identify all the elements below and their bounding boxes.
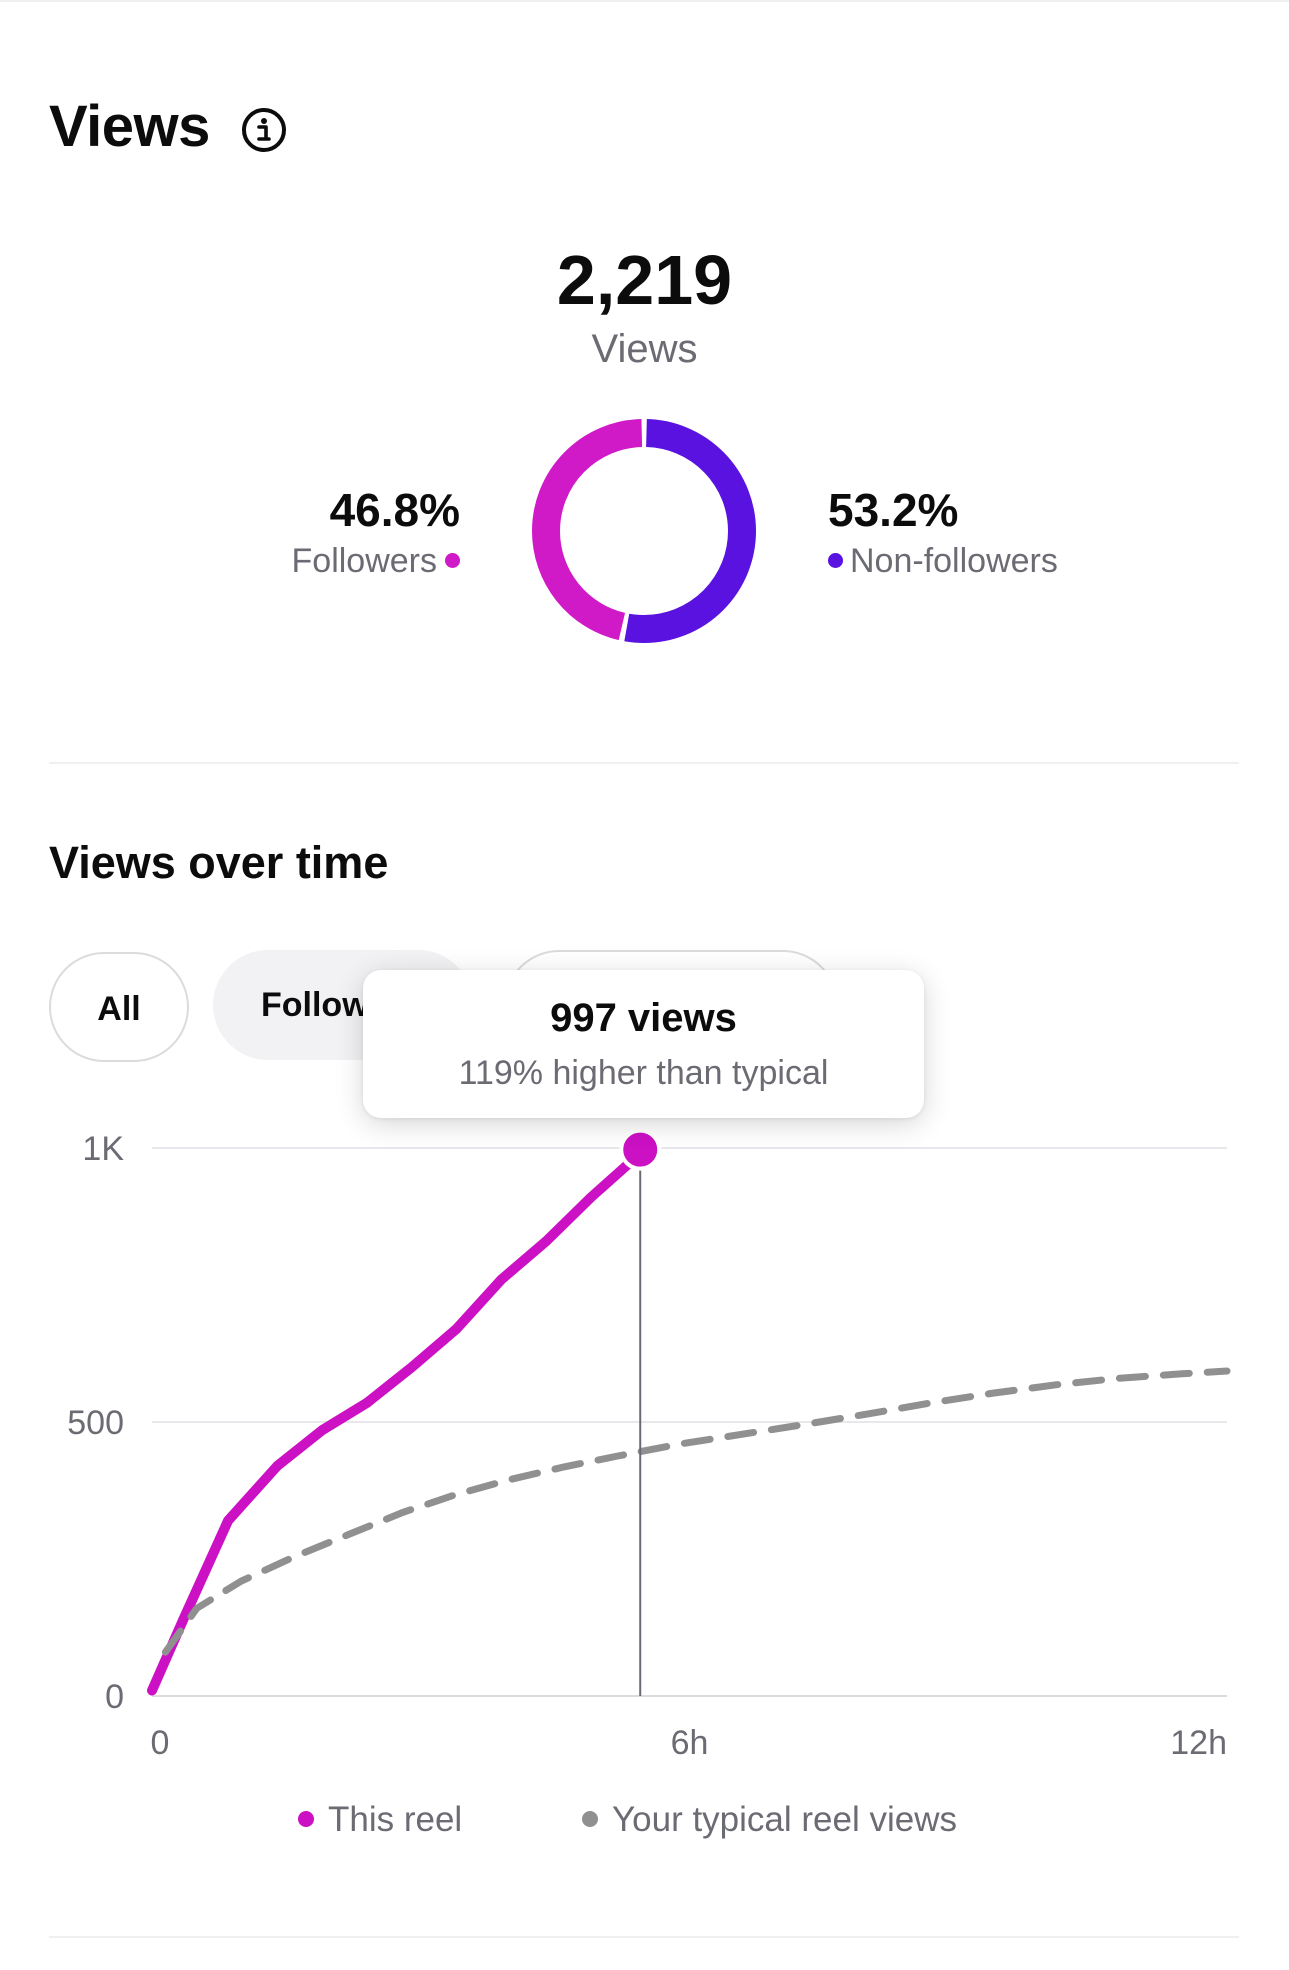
x-tick-label: 6h xyxy=(671,1724,709,1762)
legend-item-this-reel: This reel xyxy=(298,1798,462,1842)
followers-legend: Followers xyxy=(292,540,460,582)
tooltip-value: 997 views xyxy=(550,996,737,1040)
donut-segment-followers xyxy=(532,419,756,643)
section-divider xyxy=(49,762,1239,764)
followers-label: Followers xyxy=(291,542,437,580)
non-followers-legend: Non-followers xyxy=(828,540,1058,582)
legend-dot-typical-views xyxy=(582,1810,598,1827)
chart-tooltip: 997 views 119% higher than typical xyxy=(363,970,924,1118)
legend-dot-this-reel xyxy=(298,1810,314,1827)
non-followers-percent: 53.2% xyxy=(828,484,959,536)
x-tick-label: 0 xyxy=(151,1724,170,1762)
top-divider xyxy=(0,0,1289,2)
views-over-time-chart: 0 500 1K 0 6h 12h xyxy=(67,1128,1231,1762)
views-over-time-title: Views over time xyxy=(49,837,389,888)
legend-item-typical-views: Your typical reel views xyxy=(582,1798,957,1842)
followers-percent: 46.8% xyxy=(329,484,460,536)
total-views-label: Views xyxy=(591,327,698,371)
views-donut-chart xyxy=(532,419,756,643)
donut-segment-non-followers xyxy=(532,419,756,643)
y-tick-label: 500 xyxy=(67,1404,124,1442)
y-tick-label: 1K xyxy=(82,1130,124,1168)
x-tick-label: 12h xyxy=(1170,1724,1227,1762)
filter-chip-all[interactable]: All xyxy=(49,952,189,1062)
tooltip-comparison: 119% higher than typical xyxy=(458,1054,829,1092)
legend-label-this-reel: This reel xyxy=(328,1800,463,1839)
series-line-typical-views xyxy=(161,1367,1231,1656)
total-views-value: 2,219 xyxy=(556,241,733,319)
non-followers-label: Non-followers xyxy=(850,542,1058,580)
views-title: Views xyxy=(49,94,210,159)
y-tick-label: 0 xyxy=(105,1678,124,1716)
non-followers-dot xyxy=(828,552,843,568)
followers-dot xyxy=(445,552,460,568)
info-icon[interactable] xyxy=(240,106,288,154)
bottom-divider xyxy=(49,1936,1239,1938)
series-line-this-reel xyxy=(147,1148,646,1696)
legend-label-typical-views: Your typical reel views xyxy=(612,1800,957,1839)
highlight-point xyxy=(619,1128,662,1171)
